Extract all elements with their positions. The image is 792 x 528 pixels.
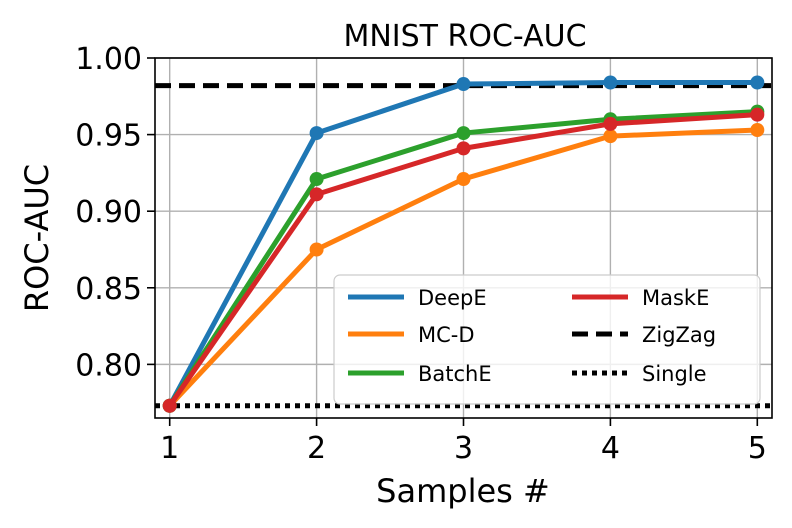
y-tick-label: 0.85: [75, 272, 142, 307]
series-maske-point: [162, 398, 177, 413]
series-deepe-point: [750, 75, 765, 90]
series-deepe-point: [456, 77, 471, 92]
legend-box: [333, 274, 761, 405]
legend-label-mc-d: MC-D: [418, 323, 475, 347]
series-deepe-point: [603, 75, 618, 90]
series-deepe-point: [309, 126, 324, 141]
legend-label-batche: BatchE: [418, 362, 492, 386]
x-tick-label: 4: [601, 431, 620, 466]
legend-label-maske: MaskE: [642, 286, 709, 310]
legend-label-deepe: DeepE: [418, 286, 487, 310]
axis-ticks: 1 2 3 4 5 0.80 0.85 0.90 0.95 1.00: [75, 42, 767, 466]
series-batche-point: [456, 126, 471, 141]
series-maske-point: [750, 107, 765, 122]
series-mc-d-point: [603, 129, 618, 144]
y-axis-title: ROC-AUC: [18, 164, 56, 312]
series-maske-point: [456, 141, 471, 156]
x-tick-label: 2: [307, 431, 326, 466]
legend: DeepE MC-D BatchE MaskE ZigZag Single: [333, 274, 761, 405]
legend-label-zigzag: ZigZag: [642, 323, 716, 347]
x-axis-title: Samples #: [376, 472, 550, 510]
series-batche-point: [309, 172, 324, 187]
y-tick-label: 0.80: [75, 348, 142, 383]
legend-label-single: Single: [642, 362, 707, 386]
series-layer: [155, 75, 772, 413]
x-tick-label: 1: [160, 431, 179, 466]
chart-title: MNIST ROC-AUC: [343, 19, 586, 54]
series-maske-point: [309, 187, 324, 202]
x-tick-label: 5: [748, 431, 767, 466]
y-tick-label: 0.90: [75, 195, 142, 230]
series-mc-d-point: [750, 123, 765, 137]
y-tick-label: 0.95: [75, 119, 142, 154]
series-maske-point: [603, 116, 618, 131]
series-mc-d-point: [456, 172, 471, 187]
x-tick-label: 3: [454, 431, 473, 466]
y-tick-label: 1.00: [75, 42, 142, 77]
series-mc-d-point: [309, 242, 324, 257]
